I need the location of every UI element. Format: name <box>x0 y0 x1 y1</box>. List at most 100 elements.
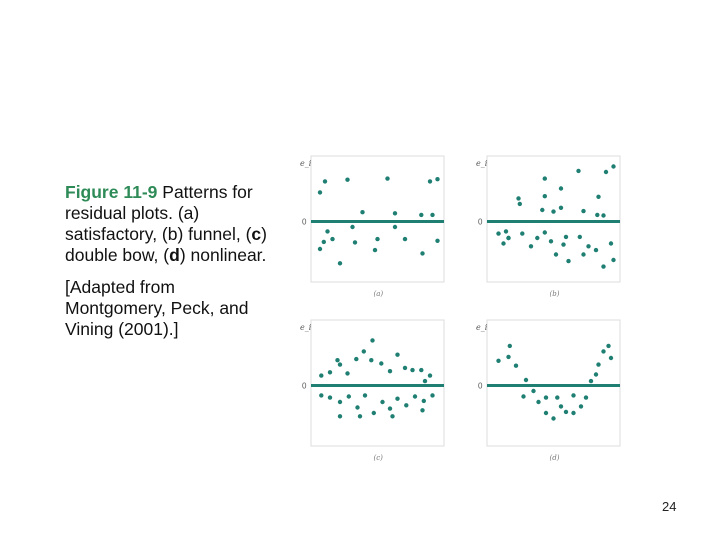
residual-point <box>380 399 385 405</box>
residual-point <box>553 252 559 257</box>
residual-point <box>523 377 529 383</box>
residual-point <box>603 169 609 175</box>
residual-point <box>319 393 324 398</box>
plot-frame <box>310 155 445 283</box>
residual-point <box>372 247 378 253</box>
residual-point <box>355 405 360 410</box>
y-axis-label: e_i <box>476 159 488 168</box>
residual-point <box>387 406 393 411</box>
residual-point <box>606 343 611 349</box>
residual-point <box>608 355 614 361</box>
residual-point <box>596 194 601 199</box>
residual-point <box>521 394 526 399</box>
residual-point <box>430 212 435 218</box>
residual-point <box>496 358 501 363</box>
residual-point <box>330 236 335 242</box>
residual-point <box>327 395 333 400</box>
residual-point <box>563 409 569 415</box>
residual-point <box>361 349 366 354</box>
plot-a: e_i 0 (a) <box>300 155 445 298</box>
plot-b: e_i 0 (b) <box>476 155 621 298</box>
residual-point <box>419 212 424 218</box>
residual-point <box>577 234 582 240</box>
residual-point <box>370 338 375 343</box>
residual-point <box>419 367 424 373</box>
residual-point <box>392 224 398 230</box>
caption-source: [Adapted from Montgomery, Peck, and Vini… <box>65 277 249 339</box>
residual-point <box>601 349 606 354</box>
residual-point <box>325 229 330 234</box>
caption-main: Figure 11-9 Patterns for residual plots.… <box>65 182 270 266</box>
residual-point <box>555 395 560 400</box>
figure-caption: Figure 11-9 Patterns for residual plots.… <box>65 182 270 351</box>
plot-frame <box>486 319 621 447</box>
residual-point <box>327 370 333 375</box>
plot-sublabel: (a) <box>374 290 384 298</box>
zero-tick-label: 0 <box>302 382 307 391</box>
residual-point <box>536 399 541 405</box>
residual-point <box>517 201 522 207</box>
plot-frame <box>310 319 445 447</box>
residual-point <box>542 176 547 181</box>
residual-point <box>561 242 566 247</box>
residual-point <box>371 410 376 416</box>
residual-point <box>322 179 328 184</box>
residual-point <box>506 235 511 241</box>
residual-point <box>581 252 586 257</box>
residual-point <box>420 251 425 256</box>
residual-point <box>335 358 340 363</box>
residual-point <box>543 410 549 416</box>
residual-point <box>501 241 506 246</box>
plot-sublabel: (b) <box>550 290 560 298</box>
residual-point <box>369 358 374 363</box>
residual-point <box>513 363 519 368</box>
residual-point <box>350 224 355 230</box>
residual-point <box>337 362 343 367</box>
residual-point <box>345 371 350 376</box>
residual-point <box>435 177 440 182</box>
residual-point <box>558 205 564 210</box>
residual-point <box>601 213 606 218</box>
residual-point <box>352 240 358 245</box>
residual-point <box>321 239 326 245</box>
residual-point <box>558 404 564 409</box>
residual-point <box>357 414 363 419</box>
caption-text-2: ) double bow, ( <box>65 224 267 265</box>
residual-point <box>576 168 581 174</box>
residual-point <box>548 239 554 244</box>
residual-point <box>520 231 525 236</box>
residual-point <box>392 211 398 216</box>
plot-sublabel: (c) <box>374 454 384 462</box>
caption-text-3: ) nonlinear. <box>179 245 267 265</box>
zero-tick-label: 0 <box>302 218 307 227</box>
residual-point <box>535 235 540 241</box>
residual-point <box>566 258 571 264</box>
zero-tick-label: 0 <box>478 218 483 227</box>
residual-point <box>506 354 511 360</box>
residual-point <box>551 416 556 421</box>
residual-point <box>601 264 606 269</box>
zero-tick-label: 0 <box>478 382 483 391</box>
residual-point <box>337 399 343 405</box>
residual-point <box>345 177 350 182</box>
residual-point <box>402 236 408 242</box>
residual-point <box>354 356 359 362</box>
figure-label: Figure 11-9 <box>65 182 158 202</box>
residual-point <box>528 244 534 249</box>
residual-point <box>337 261 343 266</box>
plot-sublabel: (d) <box>550 454 560 462</box>
residual-point <box>611 257 616 263</box>
residual-point <box>427 179 433 184</box>
residual-point <box>422 378 428 384</box>
residual-point <box>581 208 586 214</box>
residual-point <box>516 196 521 201</box>
residual-point <box>362 393 368 398</box>
y-axis-label: e_i <box>476 323 488 332</box>
residual-point <box>317 190 323 195</box>
plot-d: e_i 0 (d) <box>476 319 621 462</box>
residual-point <box>593 247 599 253</box>
residual-point <box>542 194 547 199</box>
residual-point <box>360 210 365 215</box>
residual-point <box>395 396 400 401</box>
